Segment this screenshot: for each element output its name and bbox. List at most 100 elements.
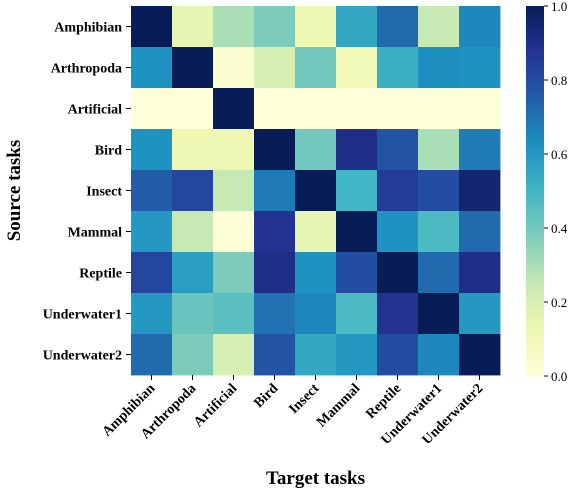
heatmap-cell [418, 47, 460, 89]
heatmap-cell [377, 334, 419, 376]
heatmap-cell [459, 211, 501, 253]
colorbar-ticks: 0.0 0.2 0.4 0.6 0.8 1.0 [544, 0, 568, 384]
heatmap-cell [459, 6, 501, 48]
heatmap-cell [131, 6, 173, 48]
heatmap-cell [295, 170, 337, 212]
heatmap-cell [377, 170, 419, 212]
heatmap-cell [172, 6, 214, 48]
colorbar: 0.0 0.2 0.4 0.6 0.8 1.0 [526, 0, 568, 384]
heatmap-cell [459, 252, 501, 294]
heatmap-cell [295, 47, 337, 89]
y-tick-label: Underwater1 [43, 308, 122, 323]
heatmap-cell [336, 211, 378, 253]
heatmap-cell [131, 170, 173, 212]
heatmap-cell [459, 129, 501, 171]
heatmap-cell [295, 293, 337, 335]
y-tick-label: Arthropoda [51, 62, 122, 77]
heatmap-cell [213, 252, 255, 294]
heatmap-cell [254, 129, 296, 171]
y-tick-label: Amphibian [54, 21, 122, 36]
heatmap-cell [172, 211, 214, 253]
colorbar-tick-label: 0.6 [551, 147, 568, 162]
heatmap-cell [295, 6, 337, 48]
heatmap-cell [254, 252, 296, 294]
heatmap-cell [459, 293, 501, 335]
heatmap-cell [254, 211, 296, 253]
heatmap-cell [131, 293, 173, 335]
colorbar-tick-label: 1.0 [551, 0, 567, 14]
heatmap-cell [377, 293, 419, 335]
heatmap-cell [418, 129, 460, 171]
x-axis-title: Target tasks [266, 468, 365, 488]
heatmap-cell [336, 6, 378, 48]
heatmap-cell [254, 170, 296, 212]
heatmap-cell [131, 334, 173, 376]
heatmap-cell [377, 6, 419, 48]
heatmap-cell [172, 334, 214, 376]
heatmap-cell [336, 293, 378, 335]
heatmap-cell [172, 88, 214, 130]
heatmap-cell [295, 252, 337, 294]
colorbar-tick-label: 0.4 [551, 221, 568, 236]
heatmap-cell [295, 211, 337, 253]
heatmap-cell [418, 211, 460, 253]
x-tick-label: Reptile [363, 381, 404, 422]
heatmap-cell [459, 47, 501, 89]
heatmap-cell [377, 211, 419, 253]
heatmap-cell [213, 47, 255, 89]
heatmap-cell [172, 293, 214, 335]
x-tick-label: Insect [286, 381, 322, 417]
colorbar-tick-label: 0.2 [551, 295, 567, 310]
heatmap-cell [336, 170, 378, 212]
colorbar-tick-label: 0.0 [551, 369, 567, 384]
x-tick-label: Bird [251, 381, 281, 411]
heatmap-cell [418, 334, 460, 376]
heatmap-cell [172, 252, 214, 294]
heatmap-cell [131, 88, 173, 130]
heatmap-cell [213, 170, 255, 212]
heatmap-cell [377, 88, 419, 130]
y-tick-label: Reptile [79, 267, 122, 282]
y-axis-title: Source tasks [4, 140, 25, 242]
y-axis-ticks: Amphibian Arthropoda Artificial Bird Insect M… [43, 21, 131, 364]
y-tick-label: Artificial [68, 103, 123, 118]
heatmap-cell [254, 47, 296, 89]
heatmap-cell [336, 252, 378, 294]
heatmap-cell [254, 334, 296, 376]
heatmap-cell [418, 6, 460, 48]
x-tick-label: Mammal [314, 381, 363, 430]
y-tick-label: Underwater2 [43, 349, 122, 364]
x-tick-label: Artificial [191, 381, 240, 430]
heatmap-cell [418, 252, 460, 294]
heatmap-cell [254, 293, 296, 335]
heatmap-cell [418, 88, 460, 130]
heatmap-cell [459, 170, 501, 212]
heatmap-cells [131, 6, 501, 376]
heatmap-cell [131, 252, 173, 294]
heatmap-cell [213, 129, 255, 171]
heatmap-cell [459, 88, 501, 130]
heatmap-cell [418, 170, 460, 212]
heatmap-cell [336, 88, 378, 130]
heatmap-cell [254, 88, 296, 130]
heatmap-cell [172, 47, 214, 89]
colorbar-gradient [526, 6, 544, 376]
heatmap-cell [213, 334, 255, 376]
heatmap-cell [213, 211, 255, 253]
y-tick-label: Bird [95, 144, 122, 159]
heatmap-cell [254, 6, 296, 48]
heatmap-cell [213, 88, 255, 130]
heatmap-cell [213, 6, 255, 48]
heatmap-cell [418, 293, 460, 335]
heatmap-cell [377, 129, 419, 171]
heatmap-cell [295, 334, 337, 376]
heatmap-cell [377, 252, 419, 294]
heatmap-cell [172, 129, 214, 171]
heatmap-cell [336, 129, 378, 171]
heatmap-cell [172, 170, 214, 212]
heatmap-cell [459, 334, 501, 376]
heatmap-cell [295, 129, 337, 171]
y-tick-label: Mammal [68, 226, 123, 241]
